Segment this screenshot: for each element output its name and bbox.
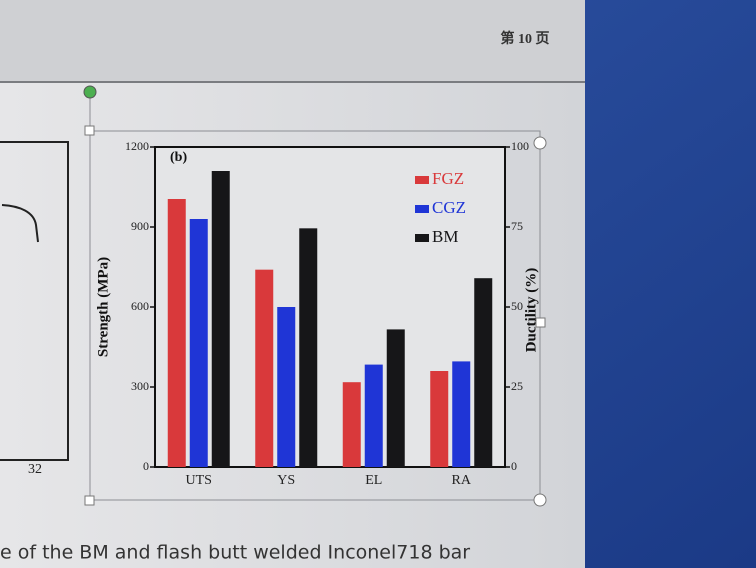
left-figure-frame [0, 141, 69, 461]
caption: e of the BM and flash butt welded Incone… [0, 542, 470, 564]
handle [84, 125, 95, 136]
x-tick-label: EL [365, 473, 382, 488]
bar [474, 278, 493, 467]
bar [342, 382, 361, 467]
handle [84, 495, 95, 506]
y2-tick-label: 50 [511, 299, 523, 313]
bar [452, 361, 471, 467]
rotate-handle [83, 85, 97, 99]
bar [189, 219, 208, 467]
bar [299, 228, 318, 467]
legend-label: CGZ [432, 198, 466, 217]
legend-swatch [415, 234, 429, 242]
legend-swatch [415, 205, 429, 213]
y2-tick-label: 0 [511, 459, 517, 473]
chart: (b) Strength (MPa) Ductility (%) 0 300 600… [95, 139, 539, 488]
panel-label: (b) [170, 150, 187, 165]
y-tick-label: 0 [143, 459, 149, 473]
y-tick-label: 600 [131, 299, 149, 313]
bar [277, 307, 296, 467]
bar [430, 371, 449, 467]
y2-tick-label: 100 [511, 139, 529, 153]
bar [167, 199, 186, 467]
y-tick-label: 900 [131, 219, 149, 233]
handle [533, 493, 547, 507]
bar [255, 269, 274, 467]
y-tick-label: 1200 [125, 139, 149, 153]
left-figure-curve [1, 204, 39, 243]
bar [386, 329, 405, 467]
legend-label: FGZ [432, 169, 464, 188]
handle [535, 317, 546, 328]
y2-tick-label: 75 [511, 219, 523, 233]
y2-tick-label: 25 [511, 379, 523, 393]
bar [211, 171, 230, 467]
handle [533, 136, 547, 150]
bar [364, 364, 383, 467]
page-number: 第 10 页 [501, 30, 550, 47]
x-tick-label: RA [452, 473, 472, 488]
legend-label: BM [432, 227, 458, 246]
header-area [0, 0, 585, 82]
y2-axis-label: Ductility (%) [523, 268, 539, 353]
x-tick-label: UTS [186, 473, 212, 488]
left-tick-label: 32 [28, 462, 42, 477]
y-axis-label: Strength (MPa) [95, 257, 111, 357]
legend-swatch [415, 176, 429, 184]
x-tick-label: YS [277, 473, 295, 488]
y-tick-label: 300 [131, 379, 149, 393]
selection-frame [89, 130, 541, 501]
